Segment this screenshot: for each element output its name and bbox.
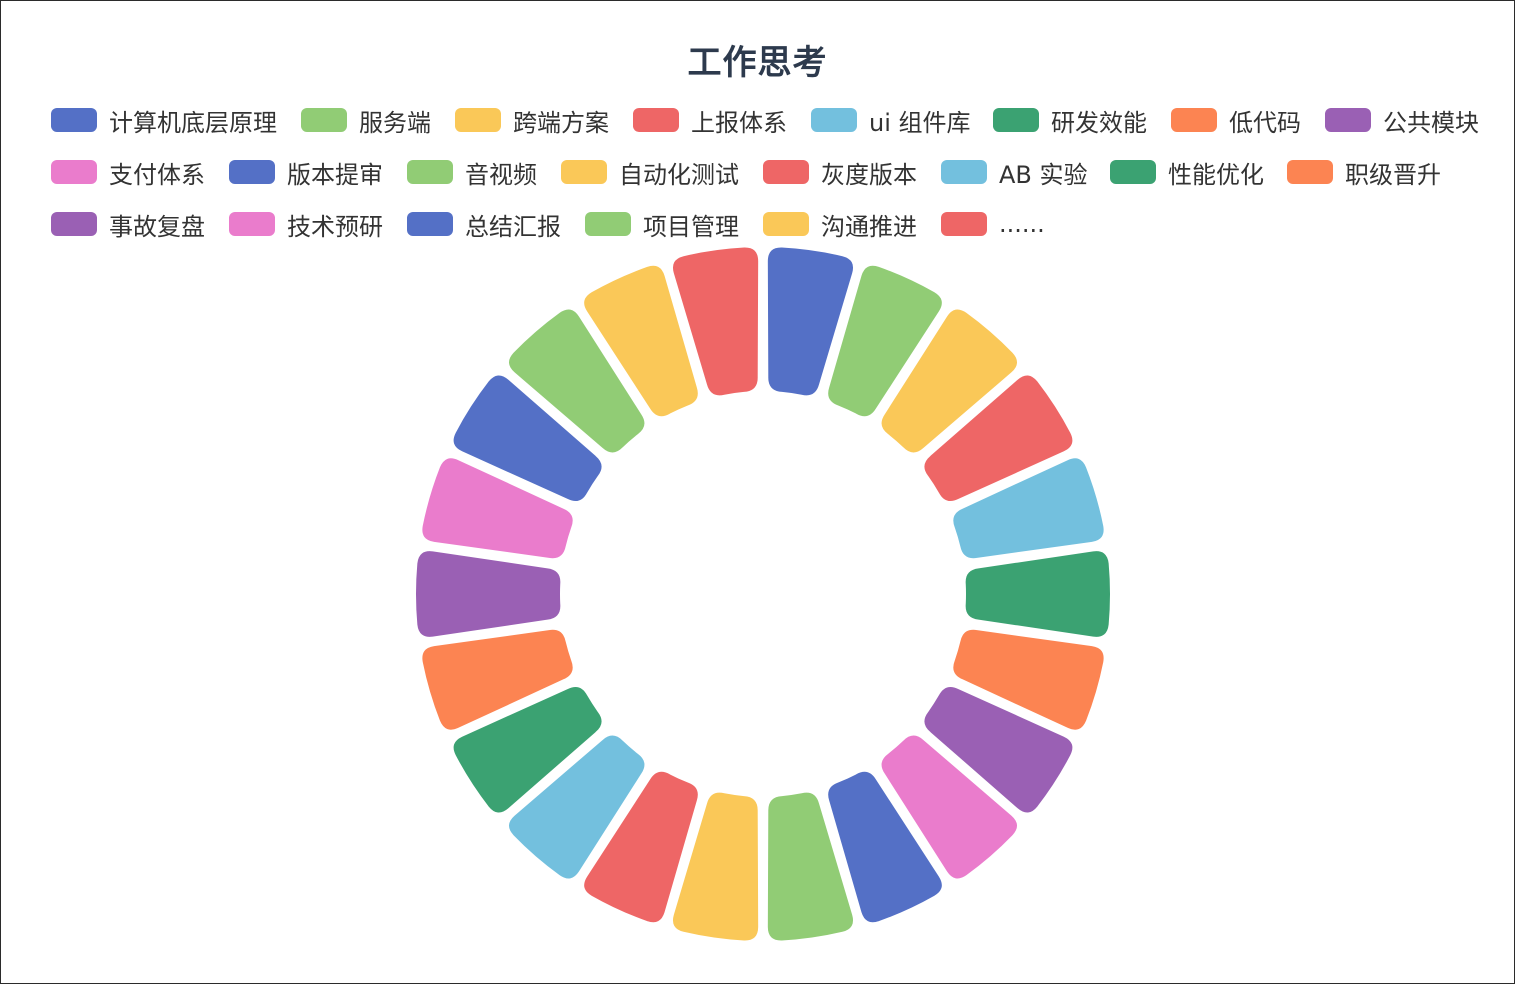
legend-swatch <box>229 212 275 236</box>
legend-swatch <box>763 212 809 236</box>
donut-segment[interactable] <box>506 307 647 455</box>
donut-segment[interactable] <box>951 627 1106 732</box>
legend-swatch <box>407 160 453 184</box>
legend-label: ...... <box>999 210 1045 238</box>
legend-label: 支付体系 <box>109 160 205 189</box>
donut-segment[interactable] <box>879 307 1020 455</box>
legend-item[interactable]: 音视频 <box>407 150 537 194</box>
legend-label: 事故复盘 <box>109 212 205 241</box>
legend-item[interactable]: 公共模块 <box>1325 98 1479 142</box>
legend-label: 服务端 <box>359 108 431 137</box>
legend-label: AB 实验 <box>999 160 1088 189</box>
legend-item[interactable]: 沟通推进 <box>763 202 917 246</box>
legend-item[interactable]: 研发效能 <box>993 98 1147 142</box>
donut-segment[interactable] <box>765 245 856 398</box>
legend-item[interactable]: 自动化测试 <box>561 150 739 194</box>
legend-item[interactable]: 职级晋升 <box>1287 150 1441 194</box>
legend-item[interactable]: 灰度版本 <box>763 150 917 194</box>
legend-label: 总结汇报 <box>465 212 561 241</box>
donut-segment[interactable] <box>826 263 944 419</box>
donut-segment[interactable] <box>922 373 1075 504</box>
legend-swatch <box>941 160 987 184</box>
donut-segment[interactable] <box>582 263 700 419</box>
donut-segment[interactable] <box>451 373 604 504</box>
legend-item[interactable]: ...... <box>941 202 1045 246</box>
legend-label: 性能优化 <box>1168 160 1264 189</box>
legend-swatch <box>585 212 631 236</box>
legend-swatch <box>1171 108 1217 132</box>
legend-swatch <box>407 212 453 236</box>
legend-item[interactable]: 低代码 <box>1171 98 1301 142</box>
legend-label: 计算机底层原理 <box>109 108 277 137</box>
legend-label: 项目管理 <box>643 212 739 241</box>
donut-segment[interactable] <box>420 627 575 732</box>
legend-label: 研发效能 <box>1051 108 1147 137</box>
legend-item[interactable]: AB 实验 <box>941 150 1088 194</box>
legend-label: ui 组件库 <box>869 108 971 137</box>
donut-segment[interactable] <box>879 733 1020 881</box>
donut-segment[interactable] <box>420 456 575 561</box>
legend-item[interactable]: 总结汇报 <box>407 202 561 246</box>
legend-item[interactable]: 跨端方案 <box>455 98 609 142</box>
legend-item[interactable]: 支付体系 <box>51 150 205 194</box>
legend-label: 职级晋升 <box>1345 160 1441 189</box>
legend-swatch <box>301 108 347 132</box>
legend-label: 公共模块 <box>1383 108 1479 137</box>
legend-swatch <box>51 108 97 132</box>
donut-segment[interactable] <box>826 769 944 925</box>
legend-swatch <box>763 160 809 184</box>
legend-swatch <box>229 160 275 184</box>
donut-segment[interactable] <box>922 684 1075 815</box>
donut-segment[interactable] <box>413 549 563 639</box>
legend-swatch <box>455 108 501 132</box>
donut-segment[interactable] <box>506 733 647 881</box>
legend-swatch <box>1325 108 1371 132</box>
legend-label: 上报体系 <box>691 108 787 137</box>
legend-swatch <box>633 108 679 132</box>
legend-swatch <box>561 160 607 184</box>
legend-item[interactable]: ui 组件库 <box>811 98 971 142</box>
legend-swatch <box>51 212 97 236</box>
legend-item[interactable]: 性能优化 <box>1110 150 1264 194</box>
donut-segment[interactable] <box>582 769 700 925</box>
donut-segment[interactable] <box>670 245 761 398</box>
legend-item[interactable]: 项目管理 <box>585 202 739 246</box>
legend-label: 沟通推进 <box>821 212 917 241</box>
legend-item[interactable]: 计算机底层原理 <box>51 98 277 142</box>
legend-label: 灰度版本 <box>821 160 917 189</box>
legend-swatch <box>811 108 857 132</box>
legend-label: 跨端方案 <box>513 108 609 137</box>
donut-segment[interactable] <box>765 790 856 943</box>
legend-label: 自动化测试 <box>619 160 739 189</box>
legend-label: 低代码 <box>1229 108 1301 137</box>
legend-item[interactable]: 版本提审 <box>229 150 383 194</box>
donut-segment[interactable] <box>670 790 761 943</box>
legend-label: 版本提审 <box>287 160 383 189</box>
donut-segment[interactable] <box>963 549 1113 639</box>
donut-segment[interactable] <box>451 684 604 815</box>
donut-segment[interactable] <box>951 456 1106 561</box>
chart-title: 工作思考 <box>687 43 828 83</box>
legend-swatch <box>993 108 1039 132</box>
legend-label: 音视频 <box>465 160 537 189</box>
legend-swatch <box>51 160 97 184</box>
legend-label: 技术预研 <box>287 212 383 241</box>
legend-swatch <box>941 212 987 236</box>
legend-item[interactable]: 服务端 <box>301 98 431 142</box>
legend-item[interactable]: 技术预研 <box>229 202 383 246</box>
legend-item[interactable]: 事故复盘 <box>51 202 205 246</box>
legend-item[interactable]: 上报体系 <box>633 98 787 142</box>
legend-swatch <box>1287 160 1333 184</box>
legend-swatch <box>1110 160 1156 184</box>
